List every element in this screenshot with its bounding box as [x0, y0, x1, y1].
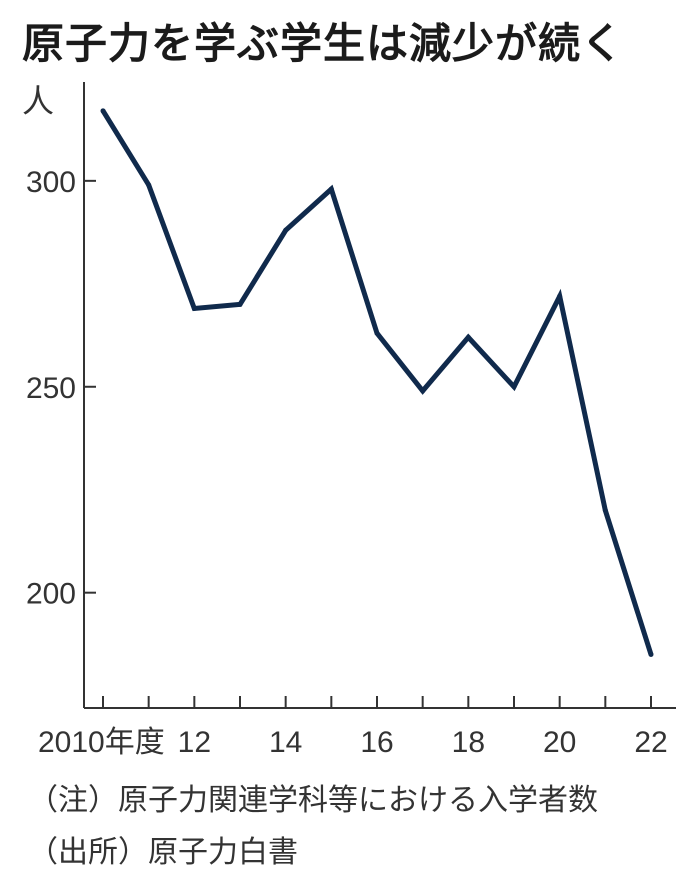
x-tick-label: 2010年度: [38, 726, 165, 759]
series-layer: [100, 108, 654, 657]
source-note: （出所）原子力白書: [28, 835, 298, 870]
x-tick-label: 18: [452, 726, 485, 759]
y-tick-label: 250: [26, 372, 76, 405]
series-line: [100, 109, 654, 656]
y-tick-label: 200: [26, 578, 76, 611]
x-tick-label: 16: [360, 726, 393, 759]
data-point: [237, 301, 243, 307]
y-tick-label: 300: [26, 166, 76, 199]
data-point: [511, 384, 517, 390]
data-point: [420, 388, 426, 394]
data-point: [146, 182, 152, 188]
axes: [83, 82, 676, 709]
x-tick-label: 22: [634, 726, 667, 759]
x-tick-label: 20: [543, 726, 576, 759]
data-point: [283, 227, 289, 233]
data-point: [602, 507, 608, 513]
x-tick-label: 14: [269, 726, 302, 759]
x-tick-label: 12: [178, 726, 211, 759]
chart-title: 原子力を学ぶ学生は減少が続く: [22, 19, 625, 68]
footnote: （注）原子力関連学科等における入学者数: [28, 783, 598, 818]
tick-labels: 人 200 250 300 2010年度 12 14 16 18 20 22: [22, 82, 668, 759]
data-point: [648, 651, 654, 657]
data-point: [557, 293, 563, 299]
data-point: [100, 108, 106, 114]
line-chart: 人 200 250 300 2010年度 12 14 16 18 20 22: [22, 82, 676, 759]
data-point: [328, 186, 334, 192]
data-point: [191, 306, 197, 312]
data-point: [465, 334, 471, 340]
data-point: [374, 330, 380, 336]
y-axis-unit-label: 人: [22, 82, 54, 120]
